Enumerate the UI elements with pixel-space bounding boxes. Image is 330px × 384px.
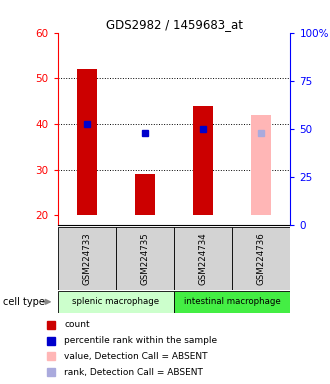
Text: cell type: cell type: [3, 297, 45, 307]
Text: GSM224736: GSM224736: [257, 232, 266, 285]
Text: count: count: [64, 320, 90, 329]
FancyBboxPatch shape: [232, 227, 290, 290]
Bar: [193, 106, 213, 215]
Text: GSM224735: GSM224735: [141, 232, 149, 285]
Bar: [77, 69, 97, 215]
Text: GSM224734: GSM224734: [199, 232, 208, 285]
FancyBboxPatch shape: [174, 291, 290, 313]
Text: intestinal macrophage: intestinal macrophage: [184, 297, 280, 306]
Text: percentile rank within the sample: percentile rank within the sample: [64, 336, 217, 345]
FancyBboxPatch shape: [58, 227, 116, 290]
Text: GSM224733: GSM224733: [82, 232, 91, 285]
Text: rank, Detection Call = ABSENT: rank, Detection Call = ABSENT: [64, 368, 203, 377]
Bar: [251, 115, 272, 215]
FancyBboxPatch shape: [116, 227, 174, 290]
Text: splenic macrophage: splenic macrophage: [72, 297, 159, 306]
Bar: [135, 174, 155, 215]
FancyBboxPatch shape: [174, 227, 232, 290]
Text: value, Detection Call = ABSENT: value, Detection Call = ABSENT: [64, 352, 208, 361]
FancyBboxPatch shape: [58, 291, 174, 313]
Title: GDS2982 / 1459683_at: GDS2982 / 1459683_at: [106, 18, 243, 31]
